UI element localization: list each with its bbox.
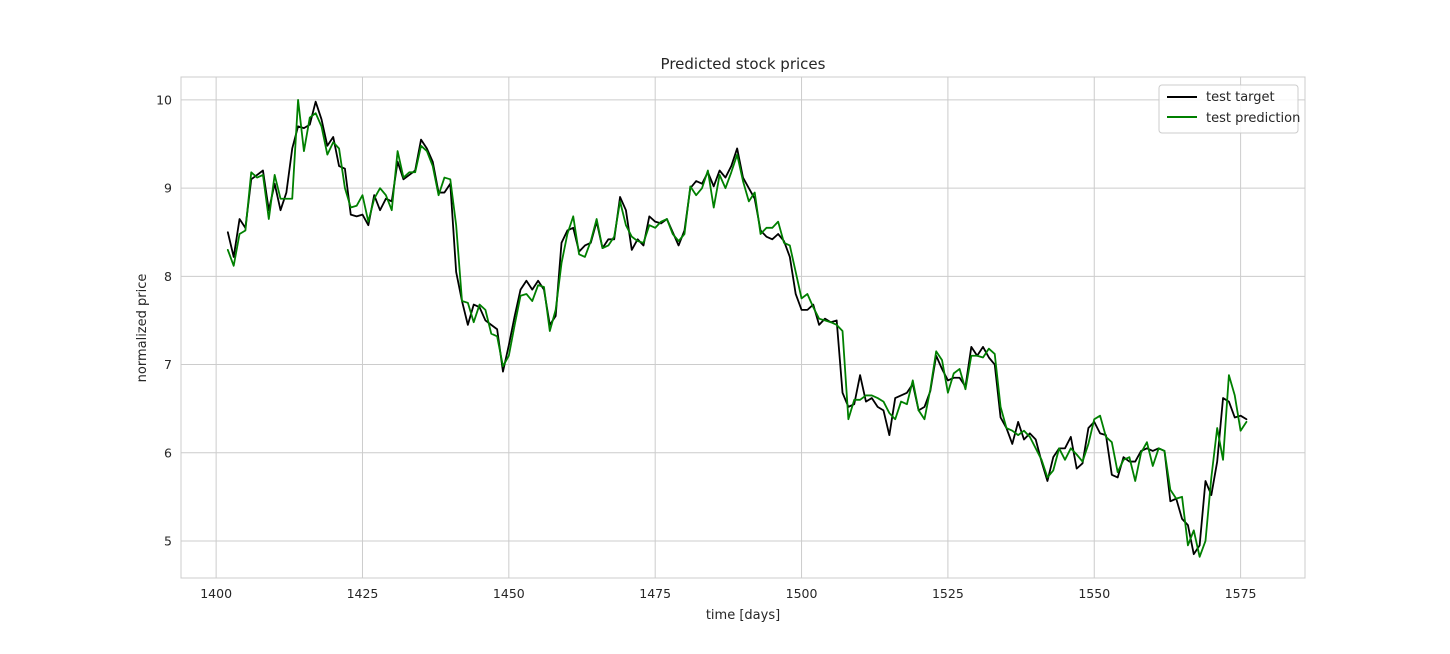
plot-background: [181, 77, 1305, 578]
x-tick-label: 1525: [932, 586, 964, 601]
y-tick-label: 10: [156, 92, 172, 107]
y-tick-label: 9: [164, 181, 172, 196]
x-tick-label: 1550: [1078, 586, 1110, 601]
y-tick-label: 8: [164, 269, 172, 284]
x-axis-ticks: 1400 1425 1450 1475 1500 1525 1550 1575: [200, 586, 1256, 601]
chart-title: Predicted stock prices: [661, 55, 826, 73]
legend-label-test-target: test target: [1206, 90, 1275, 105]
x-tick-label: 1400: [200, 586, 232, 601]
series-line-test-target: [226, 100, 1248, 556]
y-axis-label: normalized price: [135, 274, 150, 383]
x-tick-label: 1475: [639, 586, 671, 601]
legend: test target test prediction: [1158, 84, 1300, 134]
x-tick-label: 1575: [1225, 586, 1257, 601]
series-layer: [226, 99, 1248, 558]
y-tick-label: 6: [164, 445, 172, 460]
x-axis-label: time [days]: [706, 608, 780, 623]
series-line-test-prediction: [226, 99, 1248, 558]
plot-frame: [180, 76, 1306, 579]
legend-label-test-prediction: test prediction: [1206, 111, 1300, 126]
x-tick-label: 1450: [493, 586, 525, 601]
y-tick-label: 5: [164, 533, 172, 548]
x-tick-label: 1500: [786, 586, 818, 601]
x-tick-label: 1425: [347, 586, 379, 601]
grid: [181, 77, 1305, 578]
y-tick-label: 7: [164, 357, 172, 372]
y-axis-ticks: 5 6 7 8 9 10: [156, 92, 172, 548]
